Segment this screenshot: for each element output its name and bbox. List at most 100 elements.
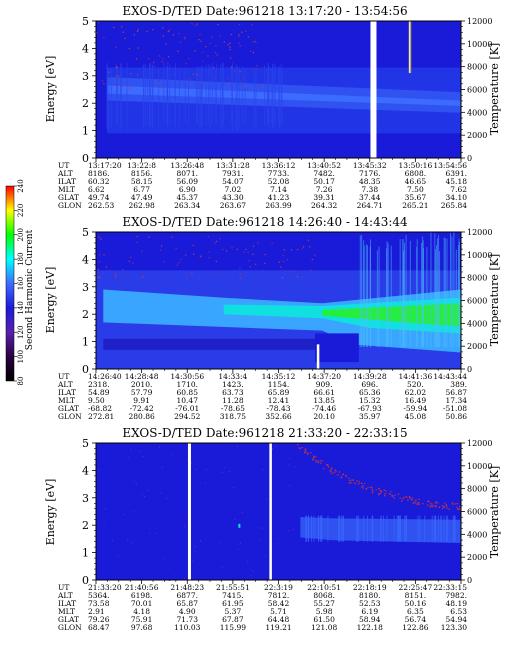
orbit-table-cell: 6.19 <box>361 607 378 616</box>
noise-point <box>230 57 232 59</box>
noise-point <box>435 501 437 503</box>
noise-point <box>141 250 143 252</box>
y2-tick-label: 4000 <box>467 530 487 539</box>
noise-point <box>441 507 444 510</box>
colorbar-label: Second Harmonic Current <box>25 229 35 350</box>
orbit-row-label: GLON <box>58 623 82 632</box>
noise-point <box>459 505 461 508</box>
noise-point <box>200 40 202 42</box>
orbit-table-cell: 6198. <box>131 591 152 600</box>
orbit-table-cell: 48.35 <box>359 177 381 186</box>
noise-point <box>98 236 100 239</box>
noise-point <box>248 260 250 262</box>
orbit-table-cell: 68.47 <box>88 623 110 632</box>
noise-point <box>252 51 255 54</box>
noise-point <box>217 24 219 26</box>
noise-point <box>247 251 249 253</box>
orbit-table-cell: 7.02 <box>225 185 242 194</box>
noise-point <box>121 85 123 88</box>
noise-point <box>428 500 430 502</box>
y-tick-label: 2 <box>82 97 89 110</box>
orbit-table-cell: 264.32 <box>311 201 337 210</box>
noise-point <box>215 240 218 243</box>
y2-tick-label: 4000 <box>467 319 487 328</box>
noise-point <box>99 254 101 256</box>
orbit-table-cell: 8151. <box>405 591 426 600</box>
orbit-table-cell: 14:30:56 <box>170 372 204 381</box>
orbit-table-cell: 63.73 <box>222 388 244 397</box>
noise-point <box>391 494 393 497</box>
noise-point <box>294 466 296 468</box>
noise-point <box>361 485 363 487</box>
orbit-table-cell: 58.15 <box>131 177 153 186</box>
noise-point <box>201 60 203 62</box>
y2-tick-label: 12000 <box>467 439 492 448</box>
noise-point <box>249 266 251 268</box>
orbit-table-cell: 7.14 <box>270 185 287 194</box>
colorbar-tick-label: 180 <box>17 252 25 265</box>
colorbar-tick-label: 80 <box>17 377 25 386</box>
noise-point <box>401 500 403 502</box>
noise-point <box>167 30 169 33</box>
noise-point <box>243 77 245 79</box>
noise-point <box>383 495 386 497</box>
noise-point <box>96 32 98 34</box>
noise-point <box>198 278 200 280</box>
orbit-table-cell: 7482. <box>313 169 334 178</box>
noise-point <box>262 469 264 471</box>
orbit-table-cell: 17.34 <box>446 396 468 405</box>
orbit-table-cell: 22:25:47 <box>399 583 433 592</box>
y2-tick-label: 8000 <box>467 274 487 283</box>
noise-point <box>128 260 130 263</box>
noise-point <box>159 249 161 251</box>
noise-point <box>97 21 100 23</box>
y-tick-label: 0 <box>82 574 89 587</box>
noise-point <box>411 497 413 499</box>
noise-point <box>238 35 240 37</box>
panel-2-axes: 0 1 2 3 4 5 0 2000 4000 6000 8000 10000 12000 <box>82 226 492 376</box>
noise-point <box>202 51 204 53</box>
noise-point <box>288 530 290 532</box>
noise-point <box>172 34 175 36</box>
noise-point <box>177 262 180 264</box>
noise-point <box>215 45 217 47</box>
noise-point <box>113 83 115 85</box>
orbit-table-cell: 265.21 <box>402 201 428 210</box>
noise-point <box>194 50 196 52</box>
noise-point <box>124 84 126 86</box>
noise-point <box>305 448 307 451</box>
orbit-table-cell: 7982. <box>446 591 467 600</box>
noise-point <box>133 34 135 36</box>
noise-point <box>221 566 223 568</box>
orbit-table-cell: 21:55:51 <box>216 583 250 592</box>
orbit-table-cell: 263.99 <box>265 201 291 210</box>
noise-point <box>342 473 344 476</box>
noise-point <box>191 272 193 275</box>
orbit-table-cell: -68.82 <box>88 404 112 413</box>
noise-point <box>340 476 342 478</box>
noise-point <box>390 491 392 493</box>
orbit-table-cell: 49.74 <box>88 193 110 202</box>
noise-point <box>345 475 347 478</box>
orbit-table-cell: 71.73 <box>177 615 199 624</box>
noise-point <box>239 70 241 73</box>
noise-point <box>254 40 256 42</box>
noise-point <box>431 505 433 508</box>
orbit-table-cell: 352.66 <box>265 412 291 421</box>
orbit-row-label: ILAT <box>58 388 76 397</box>
y2-tick-label: 4000 <box>467 108 487 117</box>
orbit-row-label: ALT <box>57 380 73 389</box>
noise-point <box>216 54 218 56</box>
data-gap-marker <box>409 21 411 74</box>
orbit-table-cell: 56.09 <box>177 177 199 186</box>
noise-point <box>238 23 241 26</box>
noise-point <box>252 571 254 573</box>
noise-point <box>131 542 133 544</box>
noise-point <box>243 251 245 253</box>
panel-1-title: EXOS-D/TED Date:961218 13:17:20 - 13:54:… <box>122 4 407 18</box>
noise-point <box>153 62 155 64</box>
noise-point <box>340 477 343 479</box>
noise-point <box>199 540 201 542</box>
orbit-table-cell: 20.10 <box>313 412 335 421</box>
y2-tick-label: 12000 <box>467 17 492 26</box>
